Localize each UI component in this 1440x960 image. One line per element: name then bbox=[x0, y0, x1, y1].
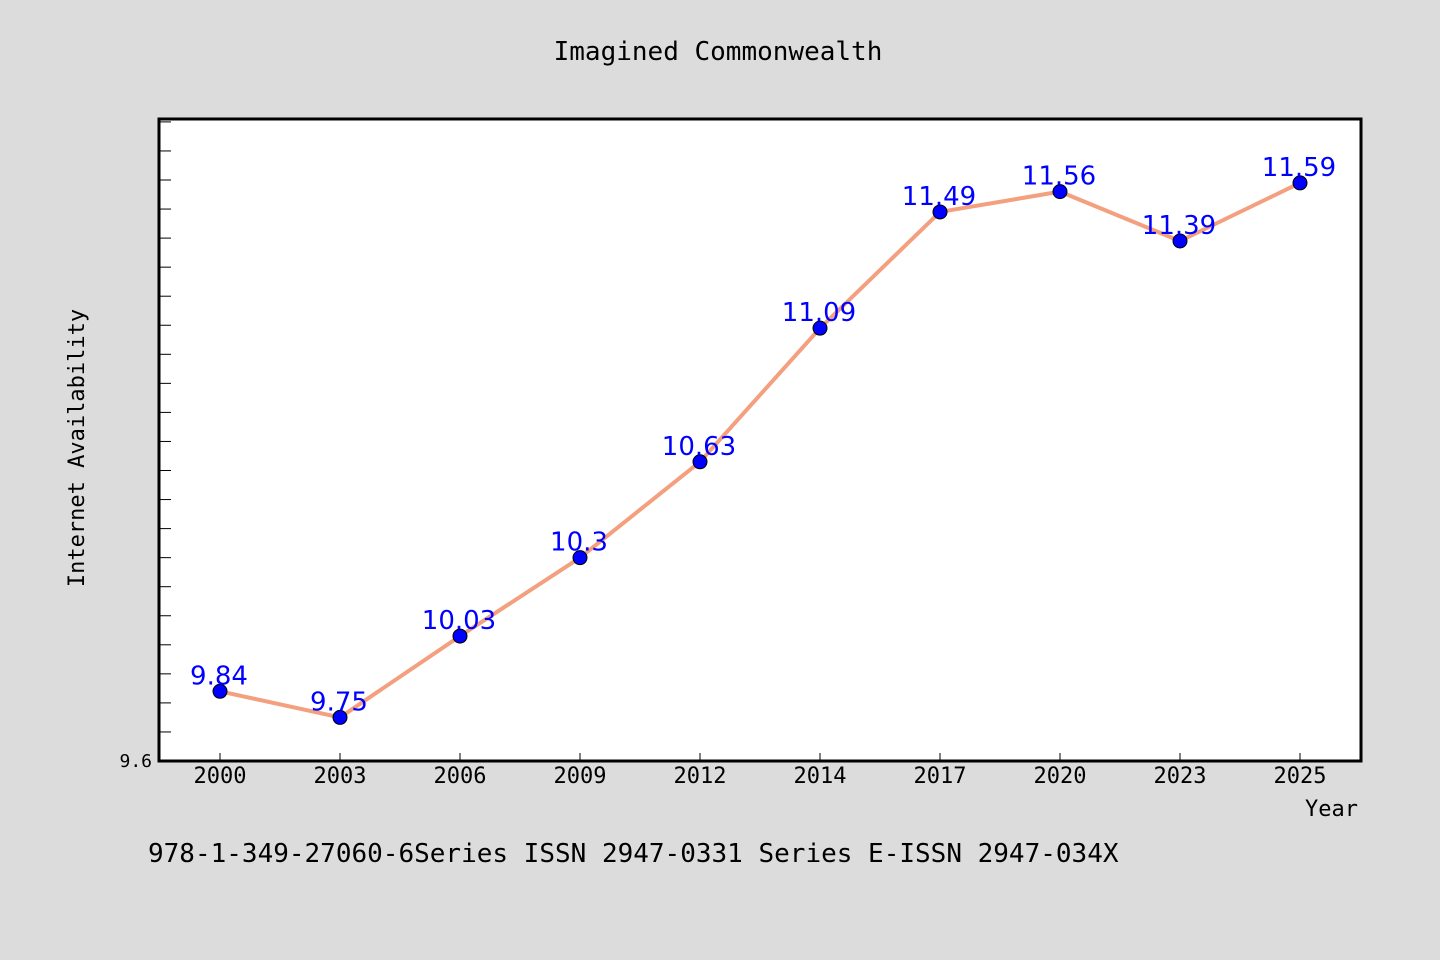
x-tick-label: 2009 bbox=[554, 764, 607, 789]
y-axis-ticks bbox=[159, 121, 171, 762]
x-tick-label: 2003 bbox=[314, 764, 367, 789]
plot-area bbox=[157, 117, 1363, 763]
data-label: 11.59 bbox=[1262, 153, 1336, 183]
chart-title: Imagined Commonwealth bbox=[554, 37, 883, 67]
data-point bbox=[452, 628, 468, 644]
data-label: 10.3 bbox=[550, 528, 608, 558]
x-tick-label: 2017 bbox=[914, 764, 967, 789]
x-tick-label: 2025 bbox=[1274, 764, 1327, 789]
data-markers bbox=[212, 175, 1308, 725]
series-line bbox=[218, 180, 1302, 720]
data-label: 11.49 bbox=[902, 182, 976, 212]
x-axis-label: Year bbox=[1305, 797, 1358, 822]
data-point bbox=[1172, 233, 1188, 249]
data-label: 11.09 bbox=[782, 298, 856, 328]
data-labels: 9.84 9.75 10.03 10.3 10.63 11.09 11.49 11.56 11.… bbox=[190, 153, 1336, 718]
data-point bbox=[212, 683, 228, 699]
x-tick-label: 2023 bbox=[1154, 764, 1207, 789]
x-tick-label: 2006 bbox=[434, 764, 487, 789]
series-line-group bbox=[218, 180, 1302, 720]
data-point bbox=[572, 550, 588, 566]
data-label: 11.39 bbox=[1142, 211, 1216, 241]
x-tick-label: 2014 bbox=[794, 764, 847, 789]
x-tick-label: 2012 bbox=[674, 764, 727, 789]
data-label: 10.63 bbox=[662, 432, 736, 462]
data-point bbox=[932, 204, 948, 220]
y-tick-label-min: 9.6 bbox=[119, 751, 152, 772]
x-tick-label: 2000 bbox=[194, 764, 247, 789]
data-point bbox=[1292, 175, 1308, 191]
data-label: 9.75 bbox=[310, 687, 368, 717]
data-point bbox=[332, 709, 348, 725]
data-point bbox=[812, 320, 828, 336]
data-label: 9.84 bbox=[190, 661, 248, 691]
data-point bbox=[692, 454, 708, 470]
footer-isbn-text: 978-1-349-27060-6Series ISSN 2947-0331 S… bbox=[148, 839, 1119, 869]
data-label: 10.03 bbox=[422, 606, 496, 636]
x-tick-label: 2020 bbox=[1034, 764, 1087, 789]
data-point bbox=[1052, 184, 1068, 200]
data-label: 11.56 bbox=[1022, 162, 1096, 192]
y-axis-label: Internet Availability bbox=[65, 309, 90, 587]
x-axis-ticks: 2000 2003 2006 2009 2012 2014 2017 2020 2023 2025 bbox=[194, 753, 1327, 789]
